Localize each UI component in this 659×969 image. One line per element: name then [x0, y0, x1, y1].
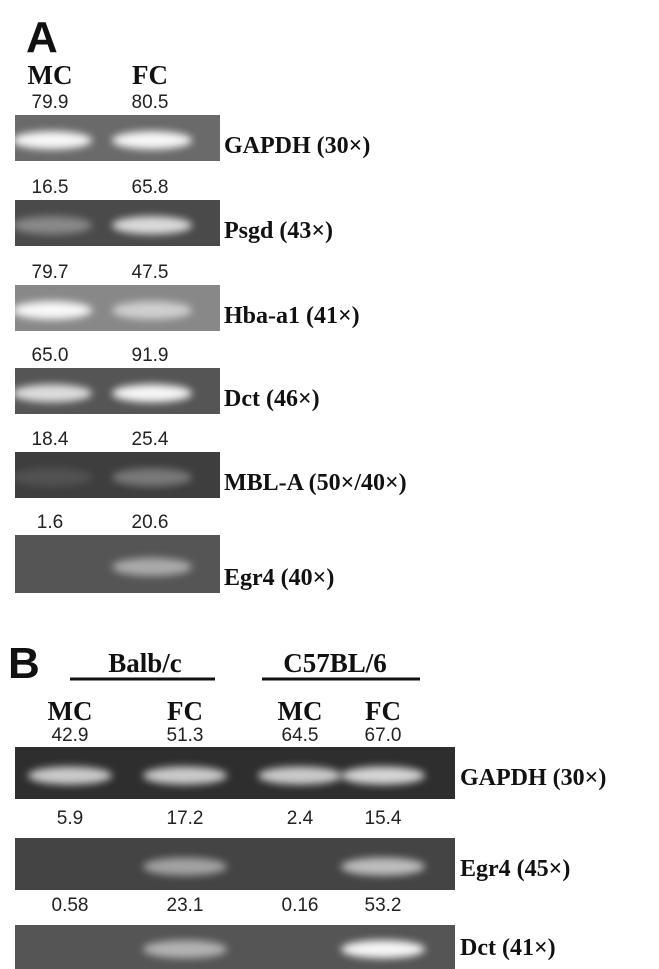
value-label: 15.4 — [365, 808, 402, 829]
band — [12, 301, 92, 319]
gene-label: Hba-a1 (41×) — [224, 303, 360, 329]
value-label: 25.4 — [132, 429, 169, 450]
band — [341, 940, 425, 958]
value-label: 67.0 — [365, 725, 402, 746]
column-header: FC — [365, 696, 401, 726]
value-label: 79.9 — [32, 92, 69, 113]
band — [12, 131, 92, 149]
column-header: MC — [28, 60, 73, 90]
value-label: 65.8 — [132, 177, 169, 198]
column-header: MC — [278, 696, 323, 726]
value-label: 23.1 — [167, 895, 204, 916]
band — [341, 767, 425, 785]
value-label: 42.9 — [52, 725, 89, 746]
value-label: 91.9 — [132, 345, 169, 366]
band — [112, 216, 192, 234]
value-label: 0.16 — [282, 895, 319, 916]
band — [12, 384, 92, 402]
band — [112, 468, 192, 486]
value-label: 51.3 — [167, 725, 204, 746]
gene-label: Egr4 (45×) — [460, 856, 570, 882]
value-label: 80.5 — [132, 92, 169, 113]
band — [341, 858, 425, 876]
value-label: 64.5 — [282, 725, 319, 746]
value-label: 2.4 — [287, 808, 314, 829]
value-label: 1.6 — [37, 512, 63, 533]
band — [112, 301, 192, 319]
value-label: 47.5 — [132, 262, 169, 283]
value-label: 53.2 — [365, 895, 402, 916]
value-label: 20.6 — [132, 512, 169, 533]
gene-label: Psgd (43×) — [224, 218, 333, 244]
band — [112, 384, 192, 402]
panel-label: A — [26, 13, 58, 62]
gene-label: GAPDH (30×) — [224, 133, 370, 159]
panel-label: B — [8, 639, 40, 688]
column-header: MC — [48, 696, 93, 726]
band — [28, 767, 112, 785]
gene-label: Dct (46×) — [224, 386, 320, 412]
group-label: C57BL/6 — [283, 648, 387, 678]
band — [112, 131, 192, 149]
band — [112, 558, 192, 576]
value-label: 18.4 — [32, 429, 69, 450]
figure: A B MC FC 79.9 80.5 GAPDH (30×) 16.5 65.8 Psgd … — [0, 0, 659, 969]
band — [143, 940, 227, 958]
group-label: Balb/c — [108, 648, 182, 678]
band — [143, 858, 227, 876]
gene-label: Dct (41×) — [460, 935, 556, 961]
column-header: FC — [167, 696, 203, 726]
value-label: 16.5 — [32, 177, 69, 198]
gene-label: GAPDH (30×) — [460, 765, 606, 791]
band — [12, 468, 92, 486]
value-label: 65.0 — [32, 345, 69, 366]
column-header: FC — [132, 60, 168, 90]
band — [143, 767, 227, 785]
value-label: 79.7 — [32, 262, 69, 283]
band — [258, 767, 342, 785]
value-label: 17.2 — [167, 808, 204, 829]
band — [12, 216, 92, 234]
gene-label: MBL-A (50×/40×) — [224, 470, 407, 496]
value-label: 5.9 — [57, 808, 83, 829]
value-label: 0.58 — [52, 895, 89, 916]
gene-label: Egr4 (40×) — [224, 565, 334, 591]
